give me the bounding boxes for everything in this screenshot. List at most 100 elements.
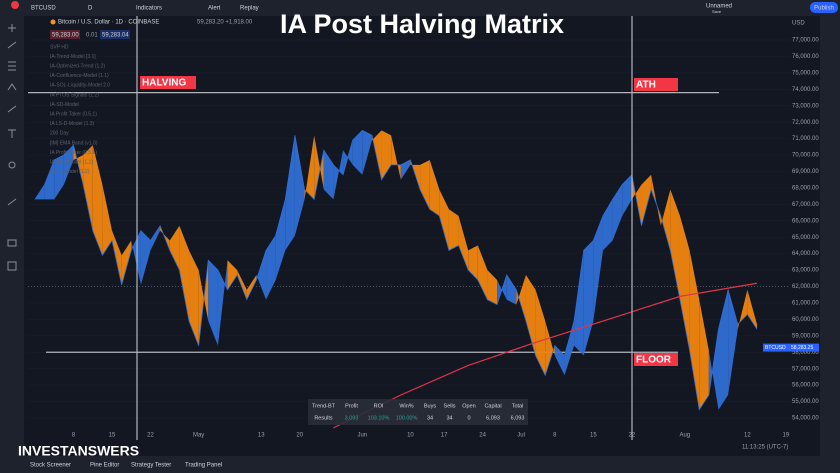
- bottom-tab[interactable]: Stock Screener: [30, 463, 71, 469]
- sell-box[interactable]: [50, 30, 80, 39]
- halving-box: [140, 76, 196, 89]
- price-tag-label: 58,283.25: [791, 345, 813, 351]
- btc-icon: [50, 19, 56, 25]
- y-tick-label: 72,000.00: [792, 120, 819, 126]
- legend-change: 59,283.20 +1,918.00: [197, 20, 253, 26]
- band-segment: [458, 215, 469, 271]
- tool-icon[interactable]: [7, 261, 17, 271]
- publish-label[interactable]: Publish: [814, 6, 834, 12]
- bottom-tab[interactable]: Strategy Tester: [131, 463, 171, 469]
- indicator-name[interactable]: IA LS-D-Model (1.3): [50, 121, 95, 127]
- y-tick-label: 55,000.00: [792, 399, 819, 405]
- tool-icon[interactable]: [7, 83, 17, 91]
- indicator-name[interactable]: IA PTOS Signals (1.2): [50, 92, 99, 98]
- y-tick-label: 54,000.00: [792, 416, 819, 422]
- band-segment: [237, 270, 247, 300]
- indicator-name[interactable]: SVP HD: [50, 44, 69, 50]
- results-header: Win%: [399, 403, 413, 409]
- bottom-tab[interactable]: Trading Panel: [185, 463, 222, 469]
- tool-icon[interactable]: [7, 239, 17, 247]
- x-tick-label: Jul: [517, 433, 525, 439]
- x-tick-label: 19: [783, 433, 790, 439]
- y-tick-label: 70,000.00: [792, 153, 819, 159]
- x-tick-label: 15: [109, 433, 116, 439]
- interval[interactable]: D: [88, 6, 93, 12]
- ath-box: [634, 78, 678, 91]
- tool-icon[interactable]: [8, 61, 16, 71]
- indicator-name[interactable]: [IM] EMA Band (v1.0): [50, 140, 98, 146]
- y-tick-label: 62,000.00: [792, 284, 819, 290]
- tool-icon[interactable]: [8, 161, 16, 169]
- band-segment: [622, 174, 632, 216]
- publish-button[interactable]: [810, 2, 838, 13]
- alert-button[interactable]: Alert: [208, 6, 221, 12]
- y-tick-label: 60,000.00: [792, 317, 819, 323]
- currency: USD: [792, 21, 805, 27]
- band-segment: [362, 130, 372, 175]
- indicator-name[interactable]: IA-Confluence-Model (1.1): [50, 73, 109, 79]
- results-header: Buys: [424, 403, 436, 409]
- band-segment: [131, 230, 141, 285]
- indicator-name[interactable]: IA-ATR-Model (1.1): [50, 160, 93, 166]
- band-segment: [708, 329, 719, 410]
- results-cell: 3,093: [345, 415, 359, 421]
- buy-box[interactable]: [100, 30, 130, 39]
- indicator-name[interactable]: 200 Day: [50, 131, 69, 137]
- floor-label: FLOOR: [636, 355, 672, 366]
- band-segment: [670, 189, 680, 300]
- y-tick-label: 73,000.00: [792, 103, 819, 109]
- band-segment: [121, 240, 132, 285]
- results-header: Open: [462, 403, 475, 409]
- x-tick-label: 22: [147, 433, 154, 439]
- x-tick-label: 17: [441, 433, 448, 439]
- clock: 11:13:25 (UTC-7): [742, 445, 788, 451]
- band-segment: [179, 225, 190, 322]
- tool-icon[interactable]: [7, 105, 17, 113]
- indicator-name[interactable]: IA-SD-Model: [50, 102, 79, 108]
- tool-icon[interactable]: [8, 24, 16, 32]
- band-segment: [545, 321, 555, 376]
- indicator-name[interactable]: IA-Optimized-Trend (1.2): [50, 64, 105, 70]
- y-tick-label: 63,000.00: [792, 268, 819, 274]
- band-segment: [112, 230, 122, 285]
- indicator-name[interactable]: IA-TA-Model (1.2): [50, 169, 90, 175]
- band-segment: [294, 135, 305, 236]
- replay-button[interactable]: Replay: [240, 6, 259, 12]
- band-segment: [54, 155, 64, 200]
- indicator-name[interactable]: IA-SOL-Liquidity-Model 2.0: [50, 83, 110, 89]
- tool-icon[interactable]: [8, 129, 16, 138]
- results-cell: 103.10%: [368, 415, 390, 421]
- buy-price[interactable]: 59,283.04: [102, 33, 129, 39]
- save[interactable]: Save: [712, 9, 722, 14]
- x-tick-label: Jun: [357, 433, 367, 439]
- band-segment: [439, 189, 449, 251]
- band-segment: [737, 289, 748, 330]
- band-segment: [689, 250, 700, 410]
- spread: 0.01: [86, 33, 98, 39]
- bottom-tab[interactable]: Pine Editor: [90, 463, 119, 469]
- sell-price[interactable]: 59,283.00: [52, 33, 79, 39]
- band-segment: [323, 150, 334, 200]
- trend-line: [333, 282, 758, 429]
- band-segment: [487, 270, 498, 305]
- y-tick-label: 75,000.00: [792, 70, 819, 76]
- y-tick-label: 61,000.00: [792, 301, 819, 307]
- indicator-name[interactable]: IA-Trend-Model [3.1]: [50, 54, 96, 60]
- indicator-name[interactable]: IA Profit Taker (0.5.1): [50, 112, 97, 118]
- band-segment: [429, 159, 440, 216]
- layout-name[interactable]: Unnamed: [706, 4, 732, 10]
- indicator-name[interactable]: IA Profit Taker (0.5.1): [50, 150, 97, 156]
- results-header: Profit: [345, 403, 358, 409]
- x-tick-label: 8: [553, 433, 557, 439]
- symbol[interactable]: BTCUSD: [31, 6, 56, 12]
- ath-label: ATH: [636, 80, 656, 91]
- tool-icon[interactable]: [7, 41, 17, 49]
- band-segment: [660, 189, 671, 251]
- band-segment: [352, 130, 363, 175]
- band-segment: [314, 135, 324, 200]
- tool-icon[interactable]: [7, 198, 17, 206]
- indicators-button[interactable]: Indicators: [136, 6, 162, 12]
- results-header: Sells: [444, 403, 456, 409]
- results-header: Capital: [484, 403, 501, 409]
- band-segment: [381, 130, 392, 180]
